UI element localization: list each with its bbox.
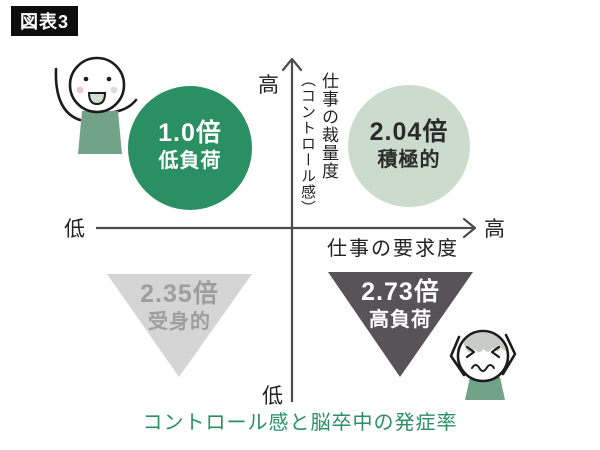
y-axis-high-label: 高 (258, 74, 279, 97)
high-strain-value: 2.73倍 (361, 278, 440, 306)
high-strain-label: 高負荷 (369, 309, 432, 331)
happy-right-eye (106, 76, 112, 82)
active-circle (348, 85, 470, 207)
vertical-axis-arrowhead (281, 57, 303, 72)
passive-text: 2.35倍 受身的 (109, 279, 250, 335)
angry-left-eye (465, 345, 476, 359)
happy-right-cheek (110, 86, 118, 94)
happy-raised-arm (54, 67, 82, 122)
angry-right-eye (490, 345, 501, 359)
angry-right-arm (501, 333, 517, 376)
caption: コントロール感と脳卒中の発症率 (142, 412, 458, 434)
x-axis-low-label: 低 (64, 218, 85, 241)
happy-left-eye (83, 76, 89, 82)
active-label: 積極的 (377, 149, 441, 171)
y-axis-low-label: 低 (262, 385, 283, 408)
low-strain-text: 1.0倍 低負荷 (128, 118, 252, 174)
passive-label: 受身的 (148, 311, 211, 333)
happy-mouth (87, 92, 107, 106)
y-axis-title-paren: （コントロール感） (299, 72, 316, 216)
happy-left-cheek (76, 86, 84, 94)
happy-character-illustration (54, 56, 138, 154)
active-value: 2.04倍 (369, 118, 449, 146)
angry-body (465, 377, 505, 400)
angry-mouth (471, 364, 495, 372)
angry-character-illustration (449, 329, 517, 400)
high-strain-triangle (328, 272, 473, 377)
happy-body (78, 111, 122, 154)
low-strain-circle (128, 86, 252, 210)
y-axis-title: 仕事の裁量度 （コントロール感） (297, 72, 339, 250)
happy-head (68, 56, 126, 114)
active-text: 2.04倍 積極的 (348, 117, 470, 173)
high-strain-text: 2.73倍 高負荷 (330, 277, 471, 333)
angry-left-arm (449, 335, 466, 377)
horizontal-axis-arrowhead (462, 217, 477, 239)
x-axis-title: 仕事の要求度 (327, 238, 459, 260)
passive-triangle (107, 274, 252, 377)
axes (96, 57, 477, 402)
x-axis-high-label: 高 (484, 218, 505, 241)
y-axis-title-main: 仕事の裁量度 (319, 72, 338, 180)
low-strain-value: 1.0倍 (158, 119, 222, 147)
figure-tag: 図表3 (11, 6, 79, 36)
passive-value: 2.35倍 (140, 280, 219, 308)
low-strain-label: 低負荷 (158, 150, 222, 172)
